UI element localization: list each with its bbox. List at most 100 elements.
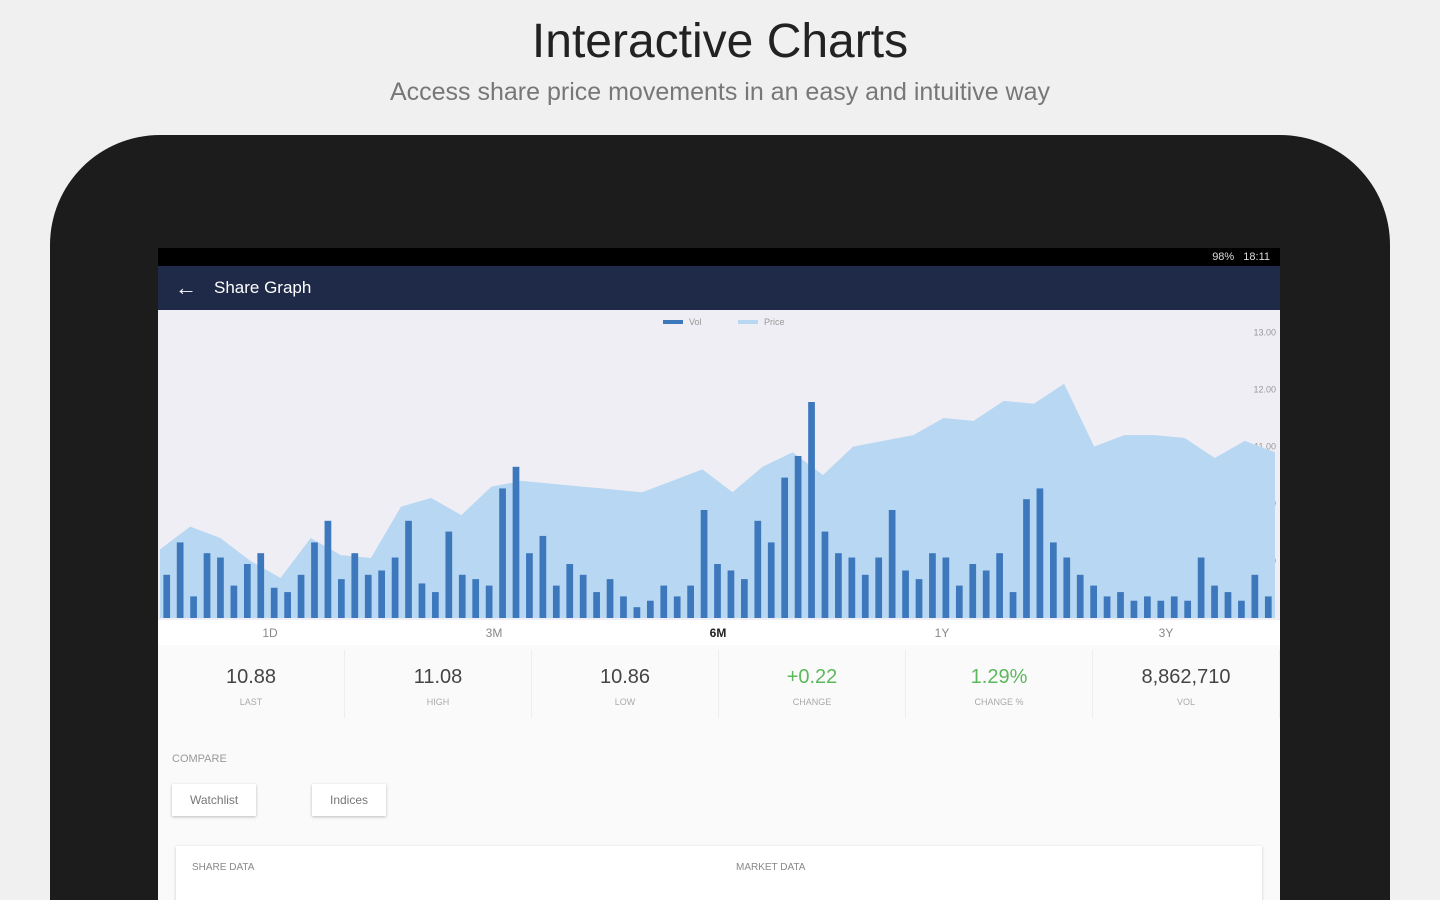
battery: 98% <box>1212 251 1235 263</box>
volume-bar <box>203 553 211 618</box>
volume-bar <box>163 574 171 618</box>
stat-value: 11.08 <box>413 666 463 688</box>
stat: +0.22 CHANGE <box>719 650 906 718</box>
volume-bar <box>1036 488 1044 618</box>
volume-bar <box>996 553 1003 618</box>
volume-bar <box>217 557 224 618</box>
range-button[interactable]: 1Y <box>935 626 950 640</box>
volume-bar <box>432 592 439 618</box>
compare-title: COMPARE <box>172 753 227 765</box>
volume-bar <box>243 564 251 618</box>
y-tick-label: 11.00 <box>1254 442 1276 452</box>
volume-bar <box>888 510 896 618</box>
volume-bar <box>176 542 184 618</box>
volume-bar <box>794 456 802 618</box>
volume-bar <box>1076 574 1084 618</box>
chart: 13.0012.0011.0010.009.00VolPrice1D3M6M1Y… <box>158 310 1280 645</box>
volume-bar <box>714 564 721 618</box>
app-title: Share Graph <box>214 278 312 297</box>
volume-bar <box>1251 574 1259 618</box>
volume-bar <box>821 531 829 618</box>
volume-bar <box>539 535 547 618</box>
volume-bar <box>526 553 533 618</box>
volume-bar <box>875 557 883 618</box>
stat-value: 1.29% <box>970 666 1028 688</box>
volume-bar <box>190 596 197 618</box>
volume-bar <box>311 542 318 618</box>
volume-bar <box>781 477 789 618</box>
volume-bar <box>861 574 869 618</box>
stat-value: 10.86 <box>599 666 651 688</box>
volume-bar <box>579 574 587 618</box>
volume-bar <box>1117 592 1124 618</box>
volume-bar <box>1211 585 1218 618</box>
indices-button[interactable]: Indices <box>312 784 387 816</box>
volume-bar <box>633 607 641 618</box>
stat-label: VOL <box>1176 697 1195 707</box>
volume-bar <box>257 553 265 618</box>
volume-bar <box>1157 600 1165 618</box>
status-bar: 98% 18:11 <box>158 248 1280 266</box>
stat-label: LAST <box>239 697 263 707</box>
volume-bar <box>955 585 963 618</box>
legend-label: Price <box>764 317 785 327</box>
volume-bar <box>835 553 842 618</box>
volume-bar <box>902 570 909 618</box>
time: 18:11 <box>1243 251 1270 263</box>
volume-bar <box>727 570 735 618</box>
volume-bar <box>1170 596 1178 618</box>
volume-bar <box>284 592 291 618</box>
stat: 1.29% CHANGE % <box>906 650 1093 718</box>
volume-bar <box>1103 596 1111 618</box>
stat: 10.86 LOW <box>532 650 719 718</box>
volume-bar <box>405 520 412 618</box>
stat: 11.08 HIGH <box>345 650 532 718</box>
volume-bar <box>687 585 694 618</box>
volume-bar <box>915 579 923 618</box>
legend-label: Vol <box>689 317 702 327</box>
volume-bar <box>646 600 654 618</box>
screen: 98% 18:11 ← Share Graph 13.00 12.00 11.00 1… <box>158 248 1280 900</box>
volume-bar <box>445 531 453 618</box>
watchlist-button[interactable]: Watchlist <box>172 784 257 816</box>
stat-label: LOW <box>614 697 636 707</box>
stats: 10.88 LAST 11.08 HIGH 10.86 LOW +0.22 CHANGE 1.2… <box>158 650 1280 718</box>
volume-bar <box>512 466 520 618</box>
volume-bar <box>1264 596 1272 618</box>
legend-swatch <box>663 320 683 324</box>
volume-bar <box>969 564 977 618</box>
volume-bar <box>391 557 399 618</box>
volume-bar <box>1090 585 1098 618</box>
section-title: MARKET DATA <box>736 862 806 873</box>
volume-bar <box>270 587 278 618</box>
range-button[interactable]: 3M <box>486 626 503 640</box>
range-button[interactable]: 6M <box>710 626 727 640</box>
volume-bar <box>364 574 372 618</box>
stat-value: +0.22 <box>786 666 838 688</box>
section-title: SHARE DATA <box>192 862 255 873</box>
stat: 8,862,710 VOL <box>1093 650 1280 718</box>
volume-bar <box>230 585 238 618</box>
range-button[interactable]: 3Y <box>1159 626 1174 640</box>
stat-value: 8,862,710 <box>1141 666 1231 688</box>
y-tick-label: 12.00 <box>1253 384 1276 394</box>
volume-bar <box>324 520 332 618</box>
volume-bar <box>942 557 950 618</box>
back-button[interactable]: ← <box>175 275 197 300</box>
volume-bar <box>593 592 600 618</box>
volume-bar <box>1063 557 1071 618</box>
data-panel: SHARE DATA MARKET DATA <box>176 846 1262 900</box>
stat-label: CHANGE % <box>974 697 1024 707</box>
range-button[interactable]: 1D <box>262 626 278 640</box>
volume-bar <box>566 564 574 618</box>
volume-bar <box>1009 592 1017 618</box>
volume-bar <box>485 585 493 618</box>
app-bar: ← Share Graph <box>158 266 1280 310</box>
stat-label: HIGH <box>426 697 450 707</box>
volume-bar <box>660 585 668 618</box>
y-tick-label: 13.00 <box>1253 327 1276 337</box>
volume-bar <box>620 596 627 618</box>
volume-bar <box>673 596 681 618</box>
volume-bar <box>767 542 775 618</box>
